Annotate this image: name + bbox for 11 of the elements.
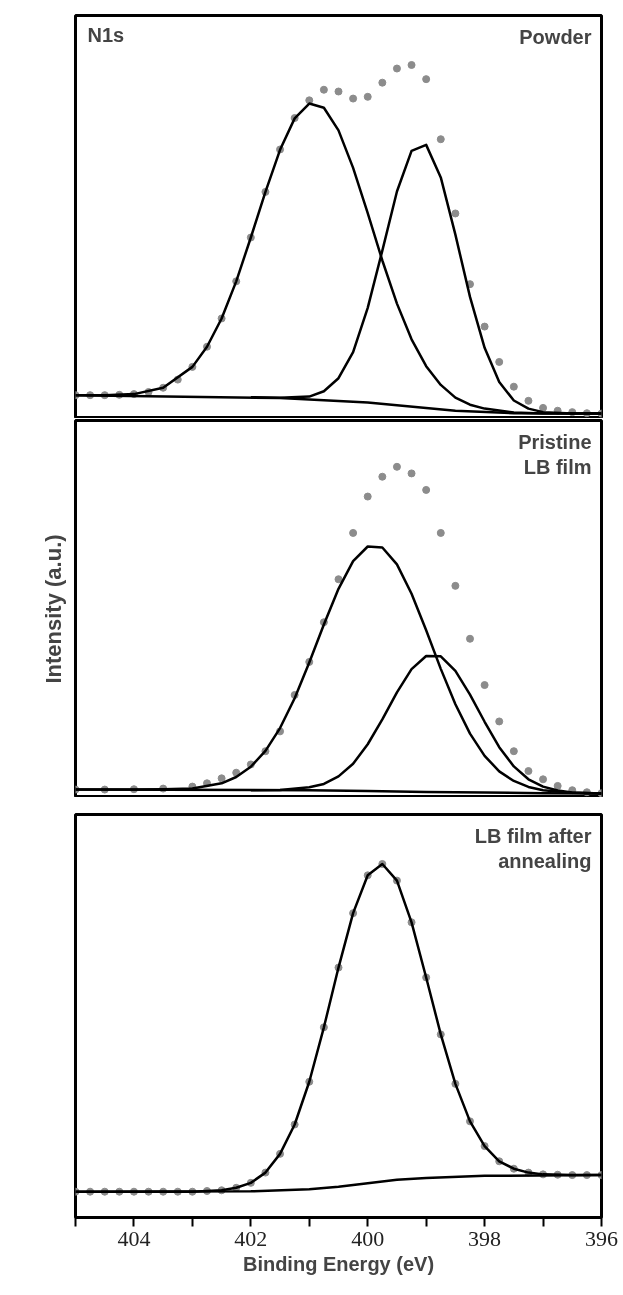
chart-title: Powder — [519, 25, 592, 48]
x-tick-label: 398 — [468, 1225, 502, 1251]
x-tick-label: 404 — [117, 1225, 151, 1251]
x-tick-label: 400 — [351, 1225, 385, 1251]
chart-title: Pristine LB film — [518, 430, 592, 478]
x-tick-label: 396 — [585, 1225, 618, 1251]
x-tick-label: 402 — [234, 1225, 268, 1251]
x-axis-title: Binding Energy (eV) — [242, 1252, 435, 1275]
text: N1s — [87, 23, 125, 46]
chart-title: LB film after annealing — [474, 824, 592, 872]
y-axis-title: Intensity (a.u.) — [40, 534, 66, 684]
